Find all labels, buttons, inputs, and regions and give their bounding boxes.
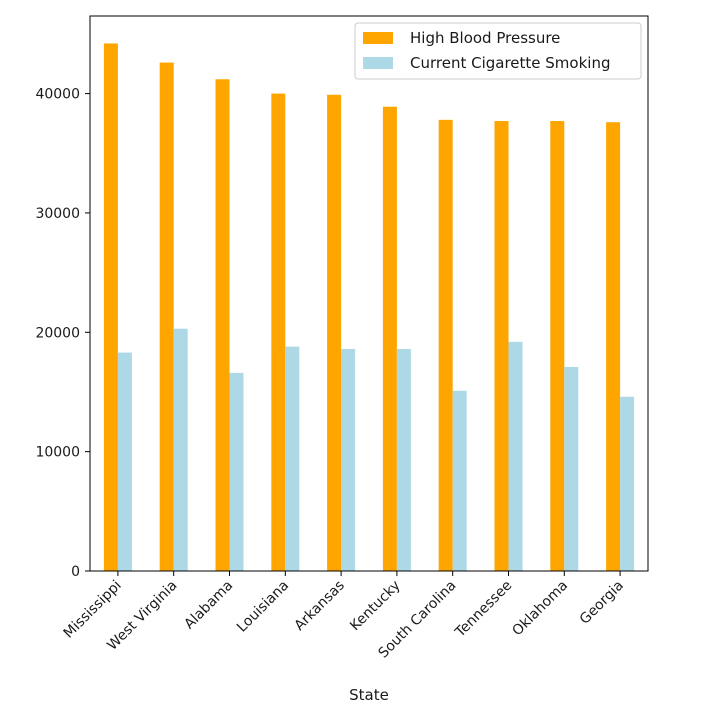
y-axis: 0 10000 20000 30000 40000 [35,87,90,580]
y-tick-label-1: 10000 [35,445,80,461]
bar-high-blood-pressure-8 [550,121,565,571]
bar-high-blood-pressure-1 [159,62,174,571]
bar-cigarette-smoking-4 [341,349,356,571]
legend-swatch-1 [363,57,393,69]
bar-high-blood-pressure-2 [215,79,230,572]
legend-swatch-0 [363,32,393,44]
bar-high-blood-pressure-0 [103,43,118,572]
bar-high-blood-pressure-4 [327,94,342,571]
bars-layer [103,43,635,572]
y-tick-label-3: 30000 [35,206,80,222]
plot-frame [89,15,649,572]
x-axis-title: State [349,686,389,704]
bar-high-blood-pressure-3 [271,93,286,572]
bar-high-blood-pressure-6 [438,119,453,571]
bar-cigarette-smoking-0 [117,352,132,571]
y-tick-label-4: 40000 [35,87,80,103]
bar-cigarette-smoking-1 [173,328,188,571]
bar-cigarette-smoking-6 [452,390,467,571]
bar-cigarette-smoking-3 [285,346,300,571]
legend-label-0: High Blood Pressure [410,29,560,47]
y-tick-label-2: 20000 [35,325,80,341]
bar-cigarette-smoking-9 [620,396,635,571]
bar-high-blood-pressure-9 [606,122,621,572]
bar-high-blood-pressure-7 [494,121,509,571]
legend-box [354,22,642,80]
y-tick-label-0: 0 [71,564,80,580]
legend: High Blood Pressure Current Cigarette Smo… [354,22,642,80]
bar-cigarette-smoking-5 [396,349,411,571]
bar-cigarette-smoking-7 [508,341,523,571]
bar-cigarette-smoking-2 [229,372,244,571]
bar-cigarette-smoking-8 [564,366,579,571]
legend-label-1: Current Cigarette Smoking [410,54,610,72]
bar-high-blood-pressure-5 [382,106,397,571]
